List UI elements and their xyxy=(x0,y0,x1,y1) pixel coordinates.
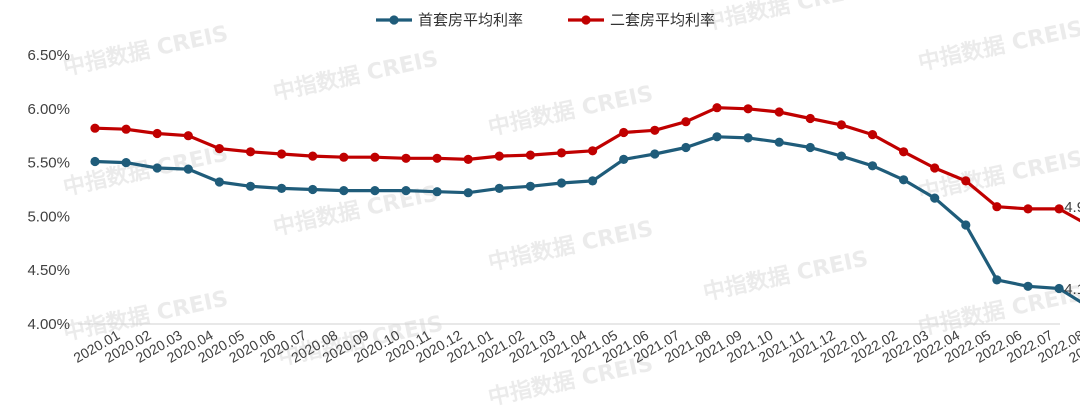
y-tick-label: 6.50% xyxy=(27,47,70,64)
series-2-point xyxy=(401,153,411,163)
series-1-point xyxy=(245,181,256,191)
series-2-point xyxy=(152,128,162,139)
legend-label: 二套房平均利率 xyxy=(610,11,715,29)
series-2-point xyxy=(277,149,287,159)
series-1-point xyxy=(867,161,878,171)
data-labels: 4.91% 4.15% xyxy=(1064,199,1080,298)
series-1-point xyxy=(619,154,629,164)
series-2-point xyxy=(432,153,442,163)
series-1-point xyxy=(588,176,598,186)
series-1-point xyxy=(743,133,753,143)
legend-swatch-marker xyxy=(581,15,591,25)
series-2-point xyxy=(836,120,847,130)
series-1-point xyxy=(556,178,567,188)
series-1-point xyxy=(930,193,940,203)
series-2-point xyxy=(90,123,100,133)
series-2-point xyxy=(245,147,256,157)
watermark: 中指数据 CREIS xyxy=(486,216,656,276)
series-line-1 xyxy=(94,135,1080,304)
watermark: 中指数据 CREIS xyxy=(916,146,1080,206)
series-2-point xyxy=(1054,204,1064,214)
series-layer xyxy=(90,103,1080,304)
y-tick-label: 4.50% xyxy=(27,262,70,279)
series-1-point xyxy=(774,137,784,147)
series-2-point xyxy=(556,148,567,158)
y-tick-label: 4.00% xyxy=(27,316,70,333)
series-2-point xyxy=(930,163,940,173)
legend: 首套房平均利率 二套房平均利率 xyxy=(376,11,715,29)
y-axis: 4.00% 4.50% 5.00% 5.50% 6.00% 6.50% xyxy=(27,47,70,333)
series-1-point xyxy=(712,132,722,142)
series-1-point xyxy=(805,142,815,153)
series-2-point xyxy=(743,104,753,114)
series-1-point xyxy=(121,158,131,168)
legend-label: 首套房平均利率 xyxy=(418,11,523,29)
series-2-point xyxy=(899,147,909,157)
series-2-point xyxy=(183,131,193,141)
data-label: 4.91% xyxy=(1064,199,1080,216)
series-1-point xyxy=(463,188,473,198)
watermark: 中指数据 CREIS xyxy=(271,46,441,106)
series-2-point xyxy=(463,154,473,164)
series-2-point xyxy=(121,124,131,134)
series-1-point xyxy=(836,151,847,161)
series-2-point xyxy=(308,151,318,161)
legend-swatch-marker xyxy=(389,15,399,25)
y-tick-label: 5.50% xyxy=(27,155,70,172)
series-1-point xyxy=(1054,283,1064,294)
series-2-point xyxy=(712,103,722,113)
watermark: 中指数据 CREIS xyxy=(61,141,231,201)
series-1-point xyxy=(961,220,971,230)
series-1-point xyxy=(277,183,287,193)
series-2-point xyxy=(1023,204,1033,214)
data-label: 4.15% xyxy=(1064,281,1080,298)
watermark: 中指数据 CREIS xyxy=(701,246,871,306)
series-2-point xyxy=(339,152,349,162)
series-1-point xyxy=(650,149,660,159)
series-2-point xyxy=(650,125,660,135)
series-1-point xyxy=(899,175,909,185)
series-2-point xyxy=(681,117,691,127)
y-tick-label: 6.00% xyxy=(27,101,70,118)
series-1-point xyxy=(494,183,504,193)
series-2-point xyxy=(867,130,878,140)
series-2-point xyxy=(370,152,380,162)
series-1-point xyxy=(525,181,536,191)
series-2-point xyxy=(588,146,598,156)
series-2-point xyxy=(992,202,1002,212)
series-1-point xyxy=(308,184,318,195)
series-1-point xyxy=(1023,281,1033,291)
series-2-point xyxy=(619,127,629,138)
series-2-point xyxy=(805,113,815,124)
series-1-point xyxy=(339,186,349,196)
series-1-point xyxy=(432,187,442,197)
watermark: 中指数据 CREIS xyxy=(701,0,871,36)
series-1-point xyxy=(152,163,162,173)
series-2-point xyxy=(214,144,224,154)
watermark: 中指数据 CREIS xyxy=(61,21,231,81)
y-tick-label: 5.00% xyxy=(27,208,70,225)
series-1-point xyxy=(370,186,380,196)
series-2-point xyxy=(961,176,971,186)
series-1-point xyxy=(214,177,224,187)
series-1-point xyxy=(183,164,193,174)
series-1-point xyxy=(401,186,411,196)
series-2-point xyxy=(525,150,536,160)
series-1-point xyxy=(90,156,100,167)
series-1-point xyxy=(681,142,691,153)
series-2-point xyxy=(494,151,504,161)
series-1-point xyxy=(992,275,1002,285)
watermark: 中指数据 CREIS xyxy=(916,16,1080,76)
series-2-point xyxy=(774,107,784,117)
